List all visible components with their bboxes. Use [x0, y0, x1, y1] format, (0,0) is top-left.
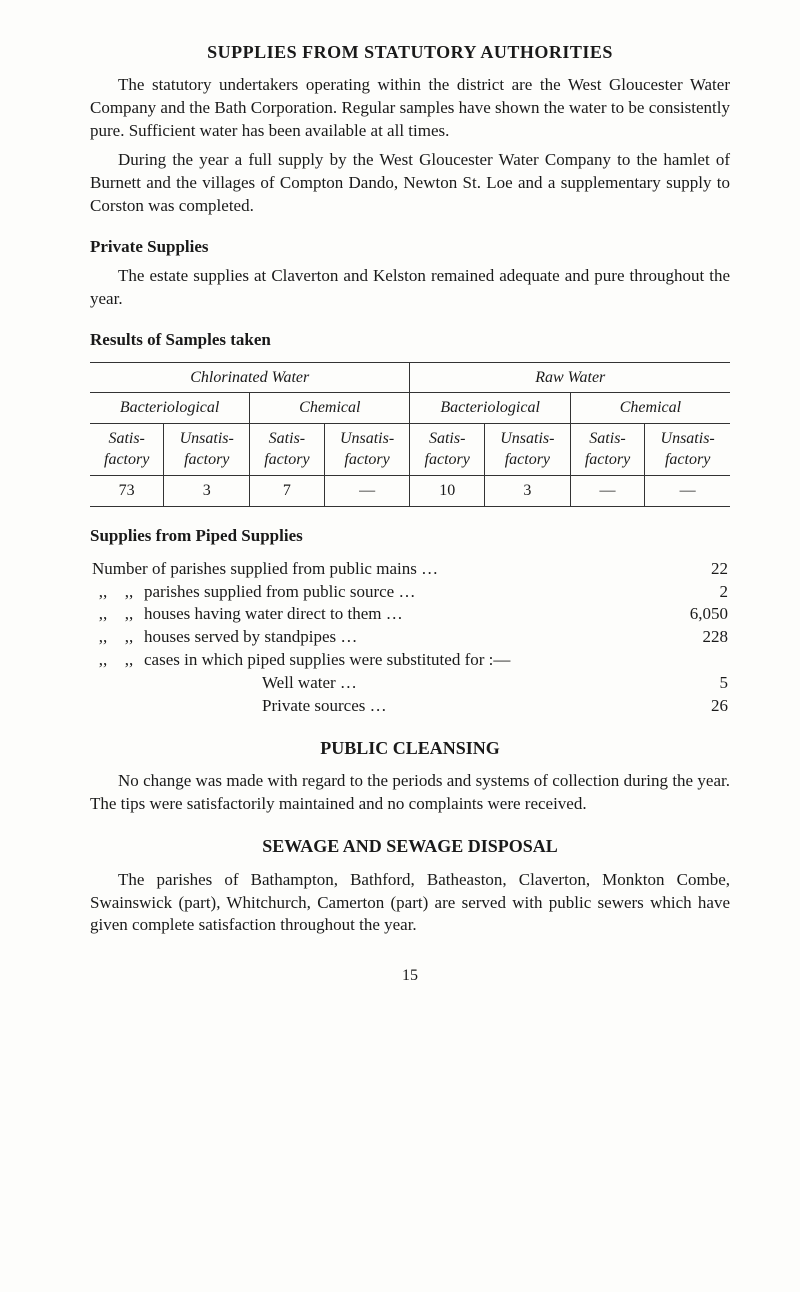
paragraph-private-supplies: The estate supplies at Claverton and Kel…: [90, 265, 730, 311]
piped-line-3-value: 6,050: [656, 603, 730, 626]
heading-public-cleansing: PUBLIC CLEANSING: [90, 736, 730, 760]
piped-line-6-value: 5: [656, 672, 730, 695]
cell-c4: —: [324, 476, 410, 507]
results-table: Chlorinated Water Raw Water Bacteriologi…: [90, 362, 730, 507]
table-sub-chemical-2: Chemical: [570, 393, 730, 424]
ditto-mark: ,,: [90, 603, 116, 626]
heading-results-samples: Results of Samples taken: [90, 329, 730, 352]
table-sub-bacteriological-2: Bacteriological: [410, 393, 570, 424]
table-sub-chemical-1: Chemical: [250, 393, 410, 424]
cell-c2: 3: [164, 476, 250, 507]
paragraph-intro-2: During the year a full supply by the Wes…: [90, 149, 730, 218]
page-number: 15: [90, 965, 730, 987]
ditto-mark: ,,: [90, 626, 116, 649]
ditto-mark: ,,: [116, 581, 142, 604]
list-item: ,, ,, cases in which piped supplies were…: [90, 649, 730, 672]
cell-c7: —: [570, 476, 644, 507]
piped-line-6-text: Well water …: [142, 672, 656, 695]
piped-line-2-value: 2: [656, 581, 730, 604]
ditto-mark: ,,: [116, 626, 142, 649]
heading-piped-supplies: Supplies from Piped Supplies: [90, 525, 730, 548]
heading-supplies-statutory: SUPPLIES FROM STATUTORY AUTHORITIES: [90, 40, 730, 64]
col-unsatis-1: Unsatis-factory: [164, 423, 250, 475]
list-item: Number of parishes supplied from public …: [90, 558, 730, 581]
col-satis-3: Satis-factory: [410, 423, 484, 475]
piped-line-5-text: cases in which piped supplies were subst…: [142, 649, 730, 672]
ditto-mark: ,,: [116, 649, 142, 672]
cell-c5: 10: [410, 476, 484, 507]
col-unsatis-4: Unsatis-factory: [645, 423, 730, 475]
col-satis-1: Satis-factory: [90, 423, 164, 475]
cell-c8: —: [645, 476, 730, 507]
paragraph-public-cleansing: No change was made with regard to the pe…: [90, 770, 730, 816]
table-header-raw: Raw Water: [410, 362, 730, 393]
list-item: Well water … 5: [90, 672, 730, 695]
list-item: ,, ,, parishes supplied from public sour…: [90, 581, 730, 604]
cell-c1: 73: [90, 476, 164, 507]
table-sub-bacteriological-1: Bacteriological: [90, 393, 250, 424]
col-satis-2: Satis-factory: [250, 423, 324, 475]
paragraph-sewage: The parishes of Bathampton, Bathford, Ba…: [90, 869, 730, 938]
piped-line-7-text: Private sources …: [142, 695, 656, 718]
page: SUPPLIES FROM STATUTORY AUTHORITIES The …: [0, 0, 800, 1292]
piped-line-4-value: 228: [656, 626, 730, 649]
piped-line-1-text: Number of parishes supplied from public …: [90, 558, 656, 581]
heading-sewage: SEWAGE AND SEWAGE DISPOSAL: [90, 834, 730, 858]
piped-line-4-text: houses served by standpipes …: [142, 626, 656, 649]
heading-private-supplies: Private Supplies: [90, 236, 730, 259]
ditto-mark: ,,: [90, 581, 116, 604]
col-satis-4: Satis-factory: [570, 423, 644, 475]
piped-supplies-list: Number of parishes supplied from public …: [90, 558, 730, 719]
paragraph-intro-1: The statutory undertakers operating with…: [90, 74, 730, 143]
cell-c6: 3: [484, 476, 570, 507]
piped-line-7-value: 26: [656, 695, 730, 718]
col-unsatis-3: Unsatis-factory: [484, 423, 570, 475]
piped-line-3-text: houses having water direct to them …: [142, 603, 656, 626]
ditto-mark: ,,: [116, 603, 142, 626]
list-item: Private sources … 26: [90, 695, 730, 718]
list-item: ,, ,, houses served by standpipes … 228: [90, 626, 730, 649]
piped-line-2-text: parishes supplied from public source …: [142, 581, 656, 604]
list-item: ,, ,, houses having water direct to them…: [90, 603, 730, 626]
cell-c3: 7: [250, 476, 324, 507]
table-header-chlorinated: Chlorinated Water: [90, 362, 410, 393]
col-unsatis-2: Unsatis-factory: [324, 423, 410, 475]
ditto-mark: ,,: [90, 649, 116, 672]
piped-line-1-value: 22: [656, 558, 730, 581]
